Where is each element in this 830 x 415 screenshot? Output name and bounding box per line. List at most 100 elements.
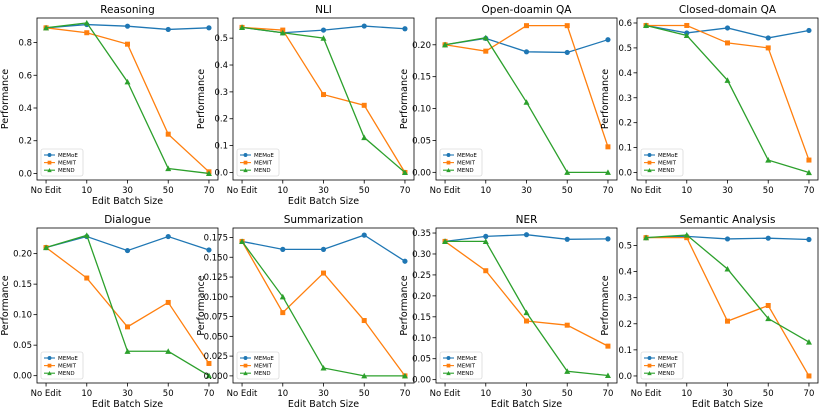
legend-marker (243, 356, 248, 360)
y-tick-label: 0.1 (618, 144, 632, 154)
x-tick-label: 10 (277, 389, 288, 399)
data-point-mend (805, 169, 812, 176)
data-point-mend (765, 315, 772, 322)
data-point-mend (643, 22, 650, 29)
data-point-memoe (206, 247, 212, 253)
chart-title: Semantic Analysis (680, 214, 776, 226)
x-tick-label: 50 (163, 389, 174, 399)
y-tick-label: 0.15 (13, 280, 32, 290)
legend-label: MEND (58, 371, 75, 377)
data-point-memit (206, 360, 212, 366)
data-point-mend (165, 165, 172, 172)
data-point-memit (725, 318, 730, 324)
y-tick-label: 0.2 (214, 115, 228, 125)
legend-label: MEMoE (58, 153, 78, 159)
legend-label: MEND (254, 168, 271, 174)
legend-marker (647, 363, 652, 368)
data-point-mend (239, 24, 246, 30)
data-point-memoe (361, 232, 367, 238)
legend-label: MEMoE (658, 356, 678, 362)
data-point-memit (84, 30, 90, 36)
data-point-memoe (724, 236, 731, 242)
y-tick-label: 0.25 (412, 271, 431, 281)
legend-marker (243, 363, 248, 368)
data-point-mend (83, 19, 90, 26)
legend-box (236, 148, 280, 177)
legend-marker (647, 153, 652, 157)
x-tick-label: 70 (804, 389, 815, 399)
legend-label: MEMoE (457, 153, 477, 159)
legend-marker (647, 356, 652, 360)
data-point-mend (523, 309, 530, 316)
chart-panel-8: Semantic Analysis 0.0 0.1 0.2 0.3 0.4 0.5 No Ed… (600, 214, 819, 410)
y-tick-label: 0.3 (618, 294, 632, 304)
x-tick-label: 10 (681, 186, 692, 196)
y-tick-label: 0.125 (204, 273, 228, 283)
data-point-memoe (402, 258, 408, 264)
legend-marker (446, 356, 451, 360)
legend-label: MEMIT (658, 364, 677, 370)
y-tick-label: 0.3 (618, 94, 632, 104)
data-point-memoe (280, 246, 286, 252)
data-point-mend (124, 78, 131, 85)
x-tick-label: 30 (122, 186, 133, 196)
data-point-memoe (523, 49, 530, 55)
data-point-memit (84, 275, 90, 281)
data-point-mend (205, 372, 212, 379)
x-tick-label: No Edit (631, 389, 662, 399)
y-tick-label: 0.4 (618, 268, 632, 278)
data-point-memit (361, 318, 367, 324)
x-tick-label: 10 (81, 389, 92, 399)
legend-label: MEND (457, 168, 474, 174)
series-line-memit (646, 24, 810, 161)
x-tick-label: 70 (204, 389, 215, 399)
data-point-memoe (165, 233, 171, 240)
legend-box (439, 351, 483, 380)
data-point-mend (124, 348, 131, 354)
data-point-memit (321, 92, 326, 98)
data-point-memit (605, 343, 611, 349)
x-tick-label: 50 (359, 186, 370, 196)
data-point-mend (564, 368, 571, 374)
data-point-mend (43, 244, 50, 251)
legend-box (40, 148, 84, 177)
legend-label: MEMIT (658, 161, 677, 167)
data-point-mend (279, 293, 286, 300)
y-axis-label: Performance (399, 275, 410, 335)
x-tick-label: 30 (722, 389, 733, 399)
data-point-memit (165, 299, 171, 305)
y-tick-label: 0.1 (214, 142, 228, 152)
chart-title: NER (516, 214, 538, 226)
legend-label: MEND (457, 371, 474, 377)
data-point-memit (165, 131, 171, 137)
legend-marker (47, 363, 52, 368)
data-point-memit (280, 310, 286, 316)
data-point-mend (83, 232, 90, 238)
x-tick-label: 50 (763, 389, 774, 399)
y-tick-label: 0.10 (412, 105, 431, 115)
data-point-memoe (765, 235, 771, 241)
legend-marker (446, 370, 451, 376)
x-tick-label: 30 (318, 389, 329, 399)
legend-marker (47, 160, 52, 165)
y-tick-label: 0.3 (214, 88, 228, 98)
x-tick-label: No Edit (31, 186, 62, 196)
data-point-memoe (320, 246, 327, 252)
y-tick-label: 0.5 (618, 44, 632, 54)
data-point-mend (320, 364, 327, 371)
data-point-memit (765, 45, 771, 51)
data-point-mend (361, 372, 368, 379)
chart-title: Summarization (284, 214, 364, 226)
x-tick-label: 10 (81, 186, 92, 196)
y-tick-label: 0.175 (204, 233, 228, 243)
x-axis-label: Edit Batch Size (288, 196, 359, 207)
data-point-memit (806, 157, 812, 163)
data-point-mend (442, 41, 449, 48)
data-point-mend (683, 32, 690, 38)
y-tick-label: 0.4 (18, 104, 32, 114)
legend-marker (47, 370, 52, 376)
legend-marker (647, 370, 652, 376)
series-line-mend (646, 234, 810, 343)
series-line-memit (444, 24, 609, 148)
